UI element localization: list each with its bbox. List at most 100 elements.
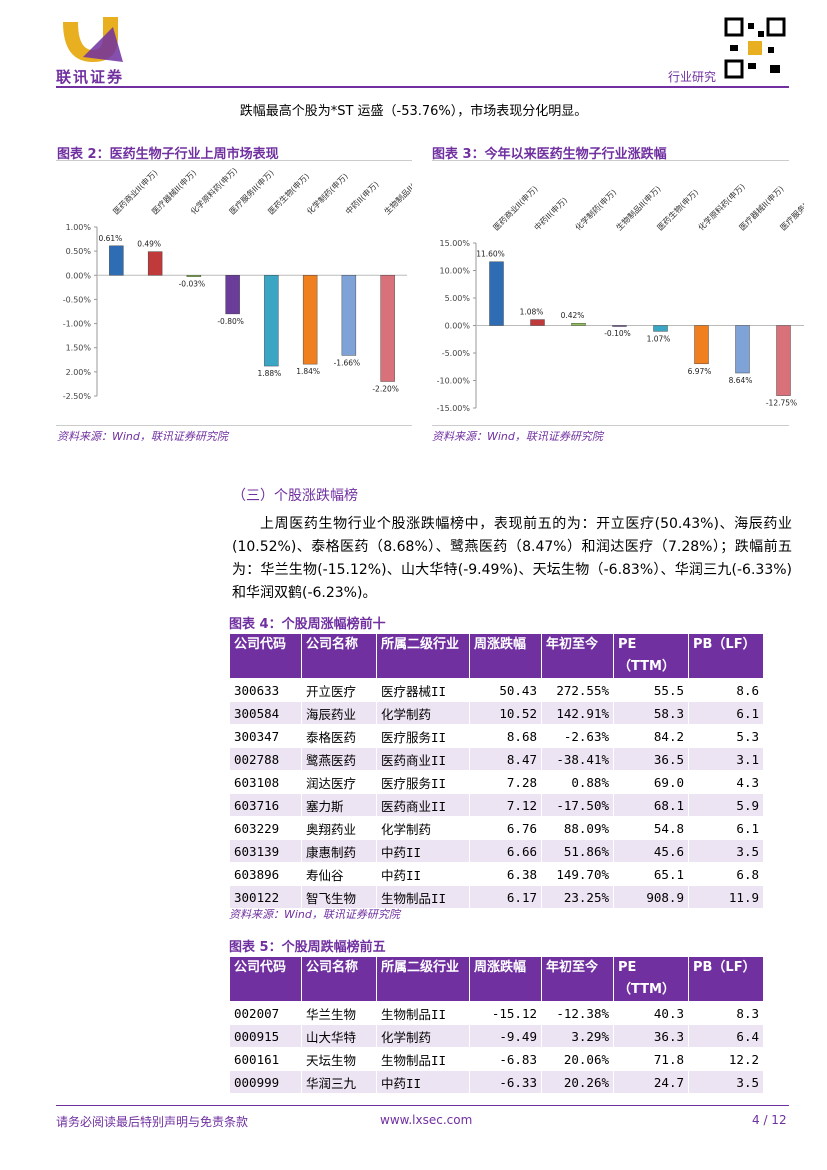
cell: -17.50% xyxy=(541,793,614,817)
cell: 272.55% xyxy=(541,678,614,702)
table-row: 000915 山大华特 化学制药 -9.49 3.29% 36.3 6.4 xyxy=(229,1024,764,1048)
cell: 8.68 xyxy=(469,724,542,748)
cell: 中药II xyxy=(376,862,470,886)
cell: 6.66 xyxy=(469,839,542,863)
cell: 山大华特 xyxy=(301,1024,377,1048)
cell: 中药II xyxy=(376,839,470,863)
cell: 11.9 xyxy=(688,885,764,909)
cell: 142.91% xyxy=(541,701,614,725)
table-row: 603229 奥翔药业 化学制药 6.76 88.09% 54.8 6.1 xyxy=(229,816,764,840)
cell: -6.33 xyxy=(469,1070,542,1094)
cell: 3.29% xyxy=(541,1024,614,1048)
column-header: 公司代码 xyxy=(229,633,302,679)
bar xyxy=(530,319,545,326)
cell: 300584 xyxy=(229,701,302,725)
cell: 149.70% xyxy=(541,862,614,886)
qr-code xyxy=(724,17,786,79)
table-title: 图表 5：个股周跌幅榜前五 xyxy=(229,940,386,955)
y-tick-label: 5.00% xyxy=(445,294,471,303)
table-row: 300633 开立医疗 医疗器械II 50.43 272.55% 55.5 8.6 xyxy=(229,678,764,702)
cell: 7.28 xyxy=(469,770,542,794)
column-header: PB（LF） xyxy=(688,956,764,1002)
bar xyxy=(776,325,791,396)
cell: 5.3 xyxy=(688,724,764,748)
cell: 华润三九 xyxy=(301,1070,377,1094)
value-label: 1.07% xyxy=(647,334,671,343)
cell: 55.5 xyxy=(613,678,689,702)
cell: 鹭燕医药 xyxy=(301,747,377,771)
cell: 6.1 xyxy=(688,816,764,840)
cell: 4.3 xyxy=(688,770,764,794)
cell: 002788 xyxy=(229,747,302,771)
bar xyxy=(489,261,504,326)
cell: 300347 xyxy=(229,724,302,748)
category-label: 生物制品II(申万) xyxy=(382,168,412,217)
table-row: 603896 寿仙谷 中药II 6.38 149.70% 65.1 6.8 xyxy=(229,862,764,886)
cell: 6.1 xyxy=(688,701,764,725)
cell: 华兰生物 xyxy=(301,1001,377,1025)
column-header: 年初至今 xyxy=(541,633,614,679)
table-row: 002788 鹭燕医药 医药商业II 8.47 -38.41% 36.5 3.1 xyxy=(229,747,764,771)
cell: 奥翔药业 xyxy=(301,816,377,840)
cell: 化学制药 xyxy=(376,1024,470,1048)
cell: 医疗服务II xyxy=(376,770,470,794)
cell: 8.6 xyxy=(688,678,764,702)
rule xyxy=(432,425,789,426)
category-label: 医药生物(申万) xyxy=(655,187,700,232)
y-tick-label: 2.00% xyxy=(66,368,92,377)
cell: -9.49 xyxy=(469,1024,542,1048)
chart-source: 资料来源：Wind，联讯证券研究院 xyxy=(57,430,228,443)
value-label: -0.80% xyxy=(217,317,244,326)
cell: 68.1 xyxy=(613,793,689,817)
table-row: 300584 海辰药业 化学制药 10.52 142.91% 58.3 6.1 xyxy=(229,701,764,725)
cell: 603229 xyxy=(229,816,302,840)
cell: 润达医疗 xyxy=(301,770,377,794)
cell: 45.6 xyxy=(613,839,689,863)
bar xyxy=(735,325,750,374)
cell: 36.3 xyxy=(613,1024,689,1048)
cell: 12.2 xyxy=(688,1047,764,1071)
bar xyxy=(225,275,240,315)
data-table: 公司代码 公司名称 所属二级行业 周涨跌幅 年初至今 PE（TTM） PB（LF） 00200… xyxy=(229,956,764,1094)
chart-title: 图表 3：今年以来医药生物子行业涨跌幅 xyxy=(432,147,667,162)
y-tick-label: -1.00% xyxy=(63,320,92,329)
cell: 医疗服务II xyxy=(376,724,470,748)
chart: 1.00% 0.50% 0.00% -0.50% -1.00% 1.50% 2.00% -2.… xyxy=(63,165,412,401)
header-rule xyxy=(56,86,789,88)
cell: -38.41% xyxy=(541,747,614,771)
cell: 54.8 xyxy=(613,816,689,840)
footer-page: 4 / 12 xyxy=(752,1113,787,1127)
cell: 84.2 xyxy=(613,724,689,748)
cell: -6.83 xyxy=(469,1047,542,1071)
cell: 化学制药 xyxy=(376,701,470,725)
cell: 300633 xyxy=(229,678,302,702)
column-header: 公司名称 xyxy=(301,633,377,679)
table-row: 300122 智飞生物 生物制品II 6.17 23.25% 908.9 11.9 xyxy=(229,885,764,909)
cell: 康惠制药 xyxy=(301,839,377,863)
cell: 生物制品II xyxy=(376,1001,470,1025)
cell: 51.86% xyxy=(541,839,614,863)
table-row: 603108 润达医疗 医疗服务II 7.28 0.88% 69.0 4.3 xyxy=(229,770,764,794)
table-title: 图表 4：个股周涨幅榜前十 xyxy=(229,617,386,632)
cell: 10.52 xyxy=(469,701,542,725)
y-tick-label: 0.00% xyxy=(66,271,92,280)
footer-rule xyxy=(56,1105,789,1106)
cell: 7.12 xyxy=(469,793,542,817)
y-tick-label: 0.50% xyxy=(66,247,92,256)
intro-text: 跌幅最高个股为*ST 运盛（-53.76%），市场表现分化明显。 xyxy=(239,104,588,119)
cell: 40.3 xyxy=(613,1001,689,1025)
cell: 寿仙谷 xyxy=(301,862,377,886)
cell: -12.38% xyxy=(541,1001,614,1025)
cell: 医药商业II xyxy=(376,747,470,771)
bar xyxy=(109,245,124,276)
cell: 36.5 xyxy=(613,747,689,771)
cell: 65.1 xyxy=(613,862,689,886)
cell: 69.0 xyxy=(613,770,689,794)
cell: 300122 xyxy=(229,885,302,909)
table-source: 资料来源：Wind，联讯证券研究院 xyxy=(229,908,400,921)
section-heading: （三）个股涨跌幅榜 xyxy=(232,488,358,504)
table-row: 603139 康惠制药 中药II 6.66 51.86% 45.6 3.5 xyxy=(229,839,764,863)
y-tick-label: -10.00% xyxy=(437,377,471,386)
header-row: 公司代码 公司名称 所属二级行业 周涨跌幅 年初至今 PE（TTM） PB（LF） xyxy=(229,633,764,679)
